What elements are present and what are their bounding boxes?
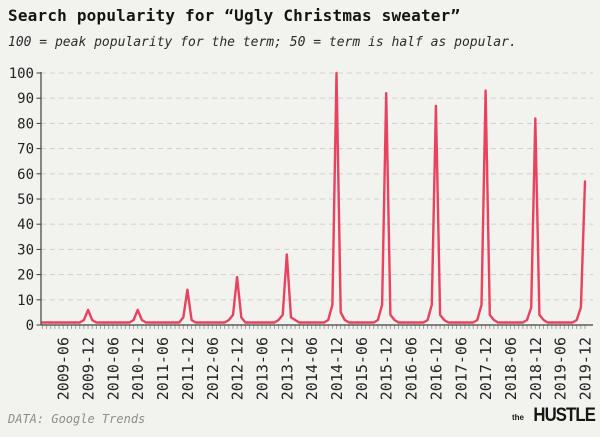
y-tick-label: 100 bbox=[9, 66, 34, 82]
x-tick-label: 2016-06 bbox=[403, 337, 421, 400]
x-tick-label: 2015-12 bbox=[378, 337, 396, 400]
y-tick-label: 10 bbox=[17, 293, 34, 309]
x-tick-label: 2009-12 bbox=[80, 337, 98, 400]
x-tick-label: 2015-06 bbox=[353, 337, 371, 400]
y-tick-label: 50 bbox=[17, 192, 34, 208]
data-source-caption: DATA: Google Trends bbox=[8, 412, 146, 426]
x-tick-label: 2010-12 bbox=[129, 337, 147, 400]
y-tick-label: 70 bbox=[17, 142, 34, 158]
hustle-logo: the HUSTLE bbox=[512, 405, 596, 426]
hustle-logo-hustle: HUSTLE bbox=[533, 405, 595, 426]
x-tick-label: 2009-06 bbox=[55, 337, 73, 400]
y-tick-label: 60 bbox=[17, 167, 34, 183]
hustle-logo-the: the bbox=[512, 413, 524, 422]
y-tick-label: 40 bbox=[17, 217, 34, 233]
x-tick-label: 2014-06 bbox=[303, 337, 321, 400]
y-tick-label: 0 bbox=[26, 318, 34, 334]
x-tick-label: 2011-06 bbox=[154, 337, 172, 400]
x-tick-label: 2017-06 bbox=[452, 337, 470, 400]
x-tick-label: 2016-12 bbox=[427, 337, 445, 400]
x-tick-label: 2019-12 bbox=[577, 337, 595, 400]
x-tick-label: 2011-12 bbox=[179, 337, 197, 400]
y-tick-label: 80 bbox=[17, 116, 34, 132]
chart-title: Search popularity for “Ugly Christmas sw… bbox=[8, 6, 461, 25]
x-tick-label: 2018-06 bbox=[502, 337, 520, 400]
x-tick-label: 2013-06 bbox=[254, 337, 272, 400]
y-tick-label: 20 bbox=[17, 268, 34, 284]
y-tick-label: 90 bbox=[17, 91, 34, 107]
x-tick-label: 2018-12 bbox=[527, 337, 545, 400]
x-tick-label: 2013-12 bbox=[278, 337, 296, 400]
x-tick-label: 2017-12 bbox=[477, 337, 495, 400]
trend-line bbox=[41, 71, 587, 324]
x-tick-label: 2019-06 bbox=[552, 337, 570, 400]
y-tick-label: 30 bbox=[17, 242, 34, 258]
x-tick-label: 2010-06 bbox=[104, 337, 122, 400]
x-tick-label: 2012-06 bbox=[204, 337, 222, 400]
x-tick-label: 2012-12 bbox=[229, 337, 247, 400]
chart-subtitle: 100 = peak popularity for the term; 50 =… bbox=[8, 35, 517, 50]
x-tick-label: 2014-12 bbox=[328, 337, 346, 400]
